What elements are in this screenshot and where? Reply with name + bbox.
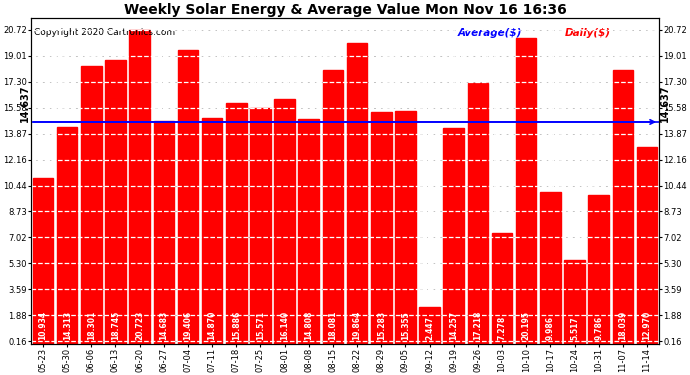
Bar: [275, 99, 295, 344]
Bar: [81, 66, 101, 344]
Text: Copyright 2020 Cartronics.com: Copyright 2020 Cartronics.com: [34, 28, 175, 37]
Text: 9.786: 9.786: [594, 316, 603, 340]
Text: 18.301: 18.301: [87, 311, 96, 340]
Bar: [250, 108, 270, 344]
Text: 14.257: 14.257: [449, 311, 458, 340]
Text: 19.864: 19.864: [353, 311, 362, 340]
Bar: [492, 234, 512, 344]
Text: 2.447: 2.447: [425, 316, 434, 340]
Bar: [444, 128, 464, 344]
Bar: [564, 260, 584, 344]
Title: Weekly Solar Energy & Average Value Mon Nov 16 16:36: Weekly Solar Energy & Average Value Mon …: [124, 3, 566, 17]
Bar: [130, 30, 150, 344]
Text: Average($): Average($): [458, 28, 522, 38]
Text: 19.406: 19.406: [184, 311, 193, 340]
Bar: [371, 112, 391, 344]
Text: 15.355: 15.355: [401, 311, 410, 340]
Bar: [57, 127, 77, 344]
Text: 15.571: 15.571: [256, 311, 265, 340]
Text: 9.986: 9.986: [546, 316, 555, 340]
Bar: [516, 38, 536, 344]
Bar: [154, 121, 174, 344]
Text: 15.283: 15.283: [377, 311, 386, 340]
Text: 18.039: 18.039: [618, 311, 627, 340]
Bar: [226, 103, 246, 344]
Text: 7.278: 7.278: [497, 316, 506, 340]
Bar: [589, 195, 609, 344]
Bar: [613, 70, 633, 344]
Text: 14.637: 14.637: [660, 84, 670, 122]
Bar: [323, 70, 343, 344]
Text: 18.745: 18.745: [111, 311, 120, 340]
Text: 10.934: 10.934: [39, 311, 48, 340]
Text: 15.886: 15.886: [232, 311, 241, 340]
Text: 18.081: 18.081: [328, 310, 337, 340]
Bar: [178, 50, 198, 344]
Text: 14.808: 14.808: [304, 310, 313, 340]
Text: 14.637: 14.637: [20, 84, 30, 122]
Text: Daily($): Daily($): [565, 28, 611, 38]
Bar: [347, 43, 367, 344]
Text: 17.218: 17.218: [473, 310, 482, 340]
Bar: [637, 147, 658, 344]
Bar: [540, 192, 560, 344]
Bar: [420, 307, 440, 344]
Bar: [32, 178, 53, 344]
Text: 14.683: 14.683: [159, 311, 168, 340]
Bar: [299, 119, 319, 344]
Bar: [468, 83, 488, 344]
Text: 5.517: 5.517: [570, 316, 579, 340]
Bar: [202, 118, 222, 344]
Bar: [106, 60, 126, 344]
Text: 14.313: 14.313: [63, 311, 72, 340]
Text: 20.723: 20.723: [135, 311, 144, 340]
Text: 16.140: 16.140: [280, 311, 289, 340]
Bar: [395, 111, 415, 344]
Text: 12.970: 12.970: [642, 311, 651, 340]
Text: 20.195: 20.195: [522, 311, 531, 340]
Text: 14.870: 14.870: [208, 310, 217, 340]
